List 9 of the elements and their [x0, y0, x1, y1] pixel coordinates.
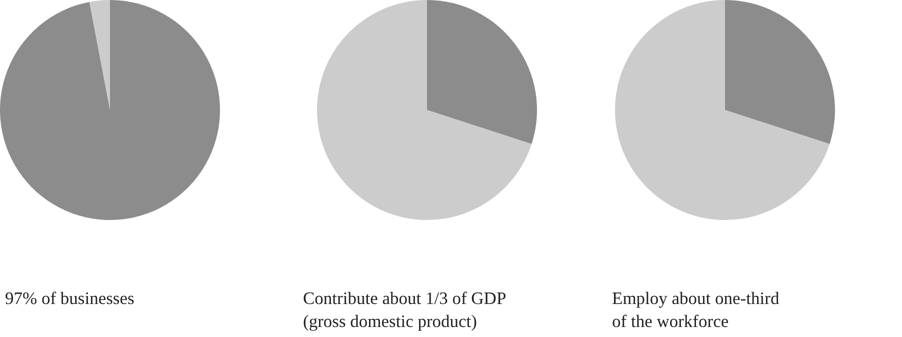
- text: 97% of businesses: [5, 288, 134, 308]
- pie-slice: [317, 0, 532, 220]
- text: Employ about one-third of the workforce: [612, 288, 780, 331]
- pie-slice: [427, 0, 537, 144]
- pie-slice: [89, 0, 110, 110]
- pie-slice: [0, 0, 220, 220]
- text: Contribute about 1/3 of GDP (gross domestic product): [303, 288, 506, 331]
- pie-slice: [725, 0, 835, 144]
- pie-slice: [615, 0, 830, 220]
